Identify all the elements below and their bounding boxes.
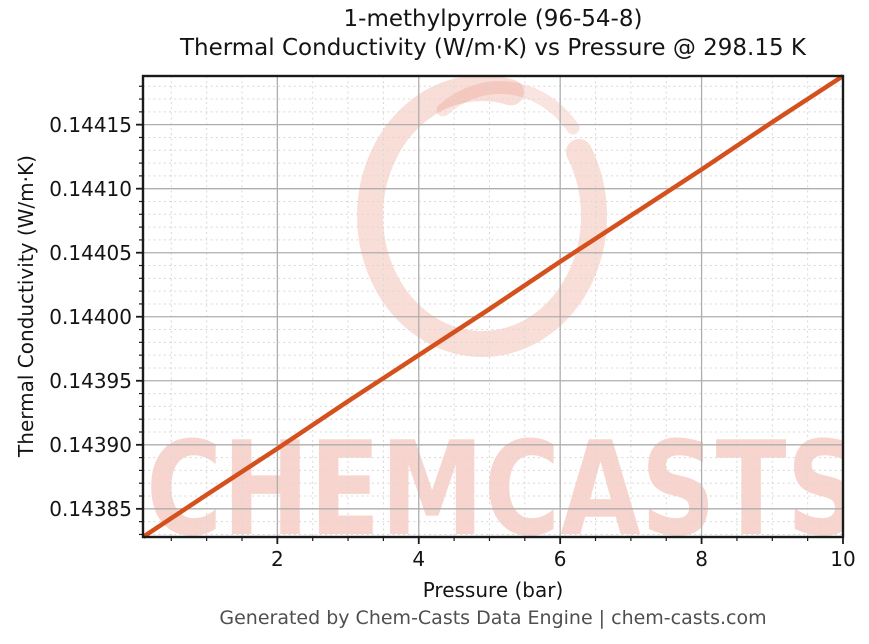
- x-tick-label: 8: [695, 547, 708, 571]
- x-tick-label: 10: [830, 547, 856, 571]
- y-tick-label: 0.14390: [49, 432, 132, 457]
- y-tick-label: 0.14405: [49, 240, 132, 265]
- plot-canvas: [136, 74, 845, 544]
- watermark-text: CHEMCASTS: [146, 412, 843, 537]
- chart-title-line2: Thermal Conductivity (W/m·K) vs Pressure…: [179, 35, 807, 61]
- y-tick-label: 0.14385: [49, 496, 132, 521]
- footer-attribution: Generated by Chem-Casts Data Engine | ch…: [219, 607, 767, 629]
- chart-title: 1-methylpyrrole (96-54-8) Thermal Conduc…: [143, 5, 843, 63]
- x-axis-tick-labels: 2 4 6 8 10: [143, 537, 856, 577]
- y-tick-label: 0.14395: [49, 368, 132, 393]
- x-tick-label: 4: [412, 547, 426, 571]
- x-axis-label: Pressure (bar): [422, 578, 564, 602]
- plot-area: CHEMCASTS: [136, 74, 845, 544]
- x-tick-label: 6: [553, 547, 567, 571]
- y-tick-label: 0.14410: [49, 176, 132, 201]
- y-tick-label: 0.14400: [49, 304, 132, 329]
- y-tick-label: 0.14415: [49, 112, 132, 137]
- y-axis-tick-labels: 0.14385 0.14390 0.14395 0.14400 0.14405 0.144…: [0, 76, 132, 537]
- x-tick-label: 2: [270, 547, 284, 571]
- chart-title-line1: 1-methylpyrrole (96-54-8): [343, 6, 643, 32]
- watermark-layer: CHEMCASTS: [143, 76, 843, 537]
